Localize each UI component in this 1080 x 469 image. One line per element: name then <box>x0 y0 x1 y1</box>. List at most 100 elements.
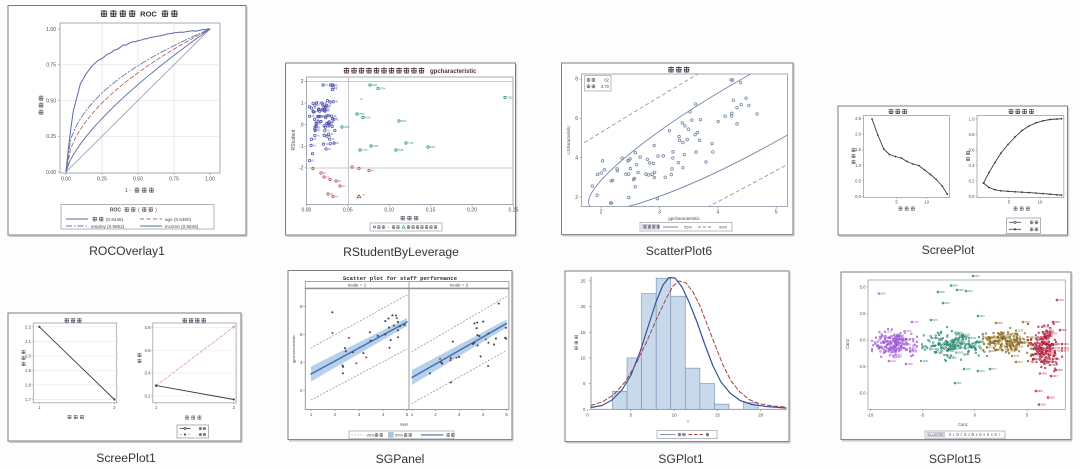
svg-text:4201: 4201 <box>1062 330 1068 332</box>
svg-text:10: 10 <box>924 200 929 205</box>
svg-text:10: 10 <box>581 356 586 361</box>
svg-text:2758: 2758 <box>1008 342 1014 345</box>
svg-text:2.0: 2.0 <box>855 132 861 137</box>
svg-text:Scatter plot for staff perform: Scatter plot for staff performance <box>343 275 458 282</box>
svg-text:8900: 8900 <box>886 349 892 352</box>
svg-text:4: 4 <box>976 433 978 437</box>
svg-text:0.00: 0.00 <box>302 208 312 214</box>
svg-text:15: 15 <box>715 413 720 418</box>
svg-text:8267: 8267 <box>901 338 907 341</box>
svg-text:9647: 9647 <box>968 343 974 346</box>
svg-text:1689: 1689 <box>997 349 1003 352</box>
svg-text:1: 1 <box>953 433 955 437</box>
svg-text:***: *** <box>362 195 365 198</box>
svg-text:5397: 5397 <box>1044 341 1050 344</box>
svg-text:6362: 6362 <box>968 291 974 293</box>
svg-text:9095: 9095 <box>958 333 964 336</box>
svg-text:1.5: 1.5 <box>855 147 861 152</box>
svg-text:4120: 4120 <box>1029 336 1035 339</box>
svg-text:79: 79 <box>327 130 330 133</box>
svg-text:5336: 5336 <box>958 341 964 344</box>
svg-text:gpcharacteristic: gpcharacteristic <box>291 335 296 363</box>
svg-text:2: 2 <box>434 412 437 417</box>
svg-text:95: 95 <box>327 110 330 113</box>
svg-text:0.00: 0.00 <box>61 177 71 183</box>
svg-text:0.15: 0.15 <box>426 208 436 214</box>
svg-text:6793: 6793 <box>886 341 892 344</box>
svg-text:4656: 4656 <box>1054 358 1060 361</box>
svg-text:72: 72 <box>326 143 329 146</box>
svg-text:29: 29 <box>334 115 337 118</box>
svg-text:6794: 6794 <box>380 87 386 90</box>
svg-text:3900: 3900 <box>344 126 350 129</box>
svg-text:3734: 3734 <box>1036 347 1042 350</box>
svg-text:4974: 4974 <box>1018 362 1024 364</box>
svg-text:2: 2 <box>600 210 603 216</box>
svg-text:): ) <box>155 208 157 214</box>
svg-text:(0.8438): (0.8438) <box>106 217 124 222</box>
svg-text:1919: 1919 <box>886 331 892 334</box>
svg-text:9433: 9433 <box>955 339 961 342</box>
svg-text:7: 7 <box>999 433 1001 437</box>
svg-text:5478: 5478 <box>1035 358 1041 361</box>
svg-text:0.75: 0.75 <box>46 63 56 69</box>
svg-text:9807: 9807 <box>890 349 896 352</box>
svg-text:1.8: 1.8 <box>25 382 31 387</box>
svg-text:5: 5 <box>406 412 409 417</box>
svg-text:RStudent: RStudent <box>291 129 297 150</box>
svg-text:0: 0 <box>586 413 589 418</box>
svg-text:2398: 2398 <box>890 337 896 340</box>
svg-text:10: 10 <box>335 84 338 87</box>
svg-text:5735: 5735 <box>1014 355 1020 358</box>
svg-text:0.6: 0.6 <box>145 348 151 353</box>
svg-text:Can2: Can2 <box>845 338 850 349</box>
svg-text:9209: 9209 <box>1053 343 1059 346</box>
svg-text:1528: 1528 <box>1045 331 1051 334</box>
svg-text:0.5: 0.5 <box>855 178 861 183</box>
svg-text:4: 4 <box>716 210 719 216</box>
svg-text:9872: 9872 <box>975 276 981 278</box>
svg-text:2013: 2013 <box>949 350 955 353</box>
svg-text:CLUSTER: CLUSTER <box>928 433 944 437</box>
svg-text:5979: 5979 <box>933 320 939 322</box>
svg-text:7745: 7745 <box>408 142 414 145</box>
svg-text:2: 2 <box>233 405 236 410</box>
svg-text:1104: 1104 <box>1041 404 1047 406</box>
svg-text:0.4: 0.4 <box>145 371 151 376</box>
svg-text:7755: 7755 <box>362 149 368 152</box>
svg-text:0: 0 <box>974 413 977 418</box>
svg-text:4271: 4271 <box>940 343 946 346</box>
svg-text:4921: 4921 <box>1009 348 1015 351</box>
svg-text:1: 1 <box>411 412 414 417</box>
svg-text:5632: 5632 <box>887 340 893 343</box>
svg-text:7044: 7044 <box>980 371 986 373</box>
svg-text:0.0: 0.0 <box>855 194 861 199</box>
svg-text:0.0: 0.0 <box>860 338 866 343</box>
svg-text:9185: 9185 <box>1055 343 1061 346</box>
svg-text:30: 30 <box>335 87 338 90</box>
svg-text:8873: 8873 <box>959 339 965 342</box>
svg-text:62: 62 <box>321 109 324 112</box>
svg-text:1406: 1406 <box>373 145 379 148</box>
svg-text:99: 99 <box>371 169 374 172</box>
svg-text:19: 19 <box>321 108 324 111</box>
svg-text:19: 19 <box>332 138 335 141</box>
svg-text:Can1: Can1 <box>958 422 969 427</box>
svg-text:47: 47 <box>325 84 328 87</box>
svg-text:6: 6 <box>300 332 303 337</box>
svg-text:0.8: 0.8 <box>145 325 151 330</box>
svg-text:0.05: 0.05 <box>343 208 353 214</box>
svg-text:4830: 4830 <box>906 330 912 333</box>
svg-text:93: 93 <box>317 126 320 129</box>
svg-text:7786: 7786 <box>1035 348 1041 351</box>
svg-text:0.75: 0.75 <box>169 177 179 183</box>
svg-text:8167: 8167 <box>952 357 958 360</box>
svg-text:4705: 4705 <box>1055 347 1061 350</box>
svg-text:3852: 3852 <box>953 348 959 351</box>
svg-text:14: 14 <box>326 176 329 179</box>
svg-text:2: 2 <box>113 405 116 410</box>
svg-text:(: ( <box>138 208 140 214</box>
svg-text:6: 6 <box>991 433 993 437</box>
svg-text:0.2: 0.2 <box>969 179 975 184</box>
svg-text:1606: 1606 <box>899 334 905 337</box>
